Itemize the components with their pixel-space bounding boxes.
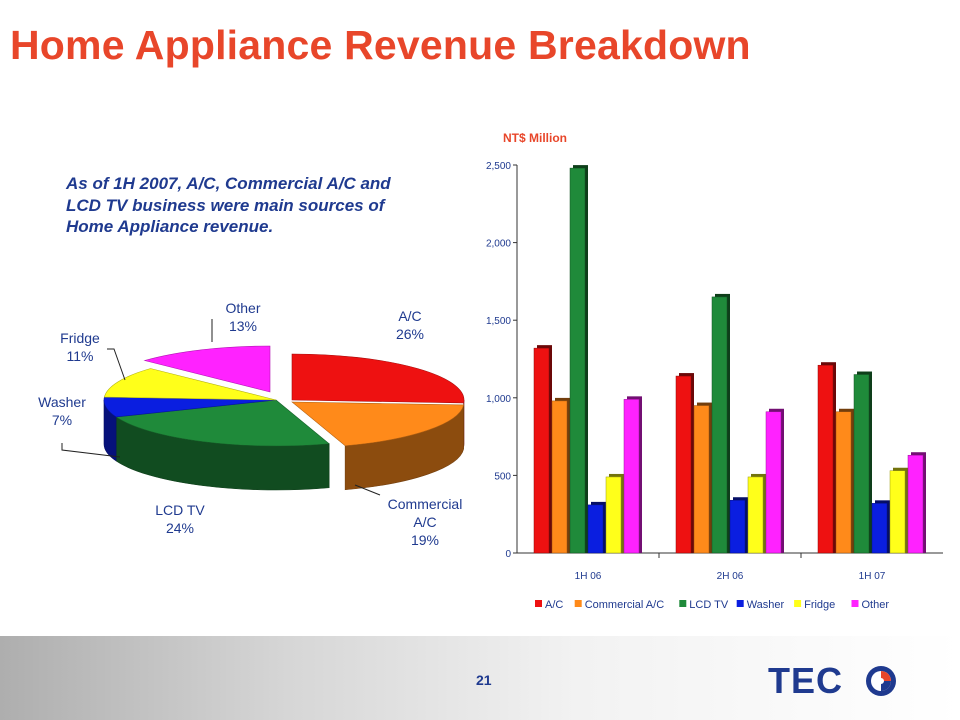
pie-slice-other bbox=[143, 345, 271, 393]
pie-label-percent: 26% bbox=[396, 326, 424, 342]
footer-band bbox=[0, 636, 960, 720]
teco-logo: TEC bbox=[768, 660, 896, 700]
legend-label: LCD TV bbox=[689, 599, 729, 611]
x-tick-label: 1H 06 bbox=[575, 571, 602, 582]
bar-washer-2h06 bbox=[729, 499, 746, 554]
pie-slice-commercial-a-c bbox=[291, 401, 465, 447]
legend-swatch bbox=[679, 600, 687, 607]
page-number: 21 bbox=[476, 672, 492, 688]
pie-tops bbox=[103, 345, 465, 447]
x-tick-label: 2H 06 bbox=[717, 571, 744, 582]
chart-legend: A/C Commercial A/C LCD TV Washer Fridge Other bbox=[535, 599, 889, 611]
bar-lcd-tv-1h07 bbox=[853, 374, 870, 554]
bar-other-1h07 bbox=[907, 454, 924, 554]
x-tick-label: 1H 07 bbox=[859, 571, 886, 582]
pie-label-percent: 7% bbox=[52, 412, 72, 428]
bar-a-c-1h06 bbox=[533, 347, 550, 554]
summary-text: As of 1H 2007, A/C, Commercial A/C and L… bbox=[66, 174, 391, 236]
pie-sides bbox=[103, 399, 465, 491]
bar-lcd-tv-1h06 bbox=[569, 167, 586, 554]
logo-o-icon bbox=[866, 666, 896, 696]
bar-other-2h06 bbox=[765, 411, 782, 554]
bar-commercial-a-c-1h06 bbox=[551, 400, 568, 554]
pie-label-name: Washer bbox=[38, 394, 86, 410]
legend-swatch bbox=[794, 600, 802, 607]
bar-a-c-1h07 bbox=[817, 364, 834, 554]
legend-label: Commercial A/C bbox=[585, 599, 665, 611]
unit-label: NT$ Million bbox=[503, 131, 567, 145]
legend-label: A/C bbox=[545, 599, 563, 611]
bar-a-c-2h06 bbox=[675, 375, 692, 554]
y-tick-label: 500 bbox=[494, 471, 511, 482]
pie-label-name: Commercial bbox=[388, 496, 463, 512]
bar-other-1h06 bbox=[623, 399, 640, 554]
pie-leader-line bbox=[354, 484, 381, 496]
bar-commercial-a-c-1h07 bbox=[835, 411, 852, 554]
bar-washer-1h06 bbox=[587, 504, 604, 554]
bar-commercial-a-c-2h06 bbox=[693, 405, 710, 554]
pie-slice-a-c bbox=[291, 353, 465, 404]
pie-slice-fridge bbox=[103, 368, 277, 401]
pie-label-percent: 24% bbox=[166, 520, 194, 536]
pie-labels: A/C 26% Commercial A/C 19% LCD TV 24% Washer 7% F… bbox=[38, 300, 462, 548]
pie-label-percent: 13% bbox=[229, 318, 257, 334]
pie-leader-line bbox=[107, 348, 126, 381]
bar-fridge-1h07 bbox=[889, 470, 906, 554]
legend-swatch bbox=[574, 600, 582, 607]
logo-text: TEC bbox=[768, 660, 843, 700]
slide-title: Home Appliance Revenue Breakdown bbox=[10, 22, 751, 68]
legend-label: Washer bbox=[747, 599, 785, 611]
legend-label: Fridge bbox=[804, 599, 835, 611]
legend-swatch bbox=[851, 600, 859, 607]
pie-label-name: Fridge bbox=[60, 330, 100, 346]
pie-label-name: Other bbox=[225, 300, 260, 316]
y-tick-label: 0 bbox=[505, 549, 511, 560]
legend-swatch bbox=[736, 600, 744, 607]
pie-label-name: A/C bbox=[398, 308, 421, 324]
bar-washer-1h07 bbox=[871, 503, 888, 554]
legend-label: Other bbox=[862, 599, 890, 611]
pie-label-name: LCD TV bbox=[155, 502, 205, 518]
pie-leader-line bbox=[61, 443, 121, 458]
y-tick-label: 2,500 bbox=[486, 161, 511, 172]
bar-fridge-1h06 bbox=[605, 476, 622, 554]
bar-fridge-2h06 bbox=[747, 476, 764, 554]
y-tick-label: 1,000 bbox=[486, 394, 511, 405]
pie-chart: A/C 26% Commercial A/C 19% LCD TV 24% Washer 7% F… bbox=[38, 300, 465, 548]
pie-label-percent: 11% bbox=[67, 348, 94, 364]
legend-swatch bbox=[535, 600, 542, 607]
bar-chart: NT$ Million 0 500 1,000 1,500 2,000 2,500 1H 06… bbox=[486, 131, 943, 611]
bar-lcd-tv-2h06 bbox=[711, 296, 728, 554]
y-tick-label: 2,000 bbox=[486, 239, 511, 250]
pie-label-percent: 19% bbox=[411, 532, 439, 548]
y-tick-label: 1,500 bbox=[486, 316, 511, 327]
pie-label-name: A/C bbox=[413, 514, 436, 530]
